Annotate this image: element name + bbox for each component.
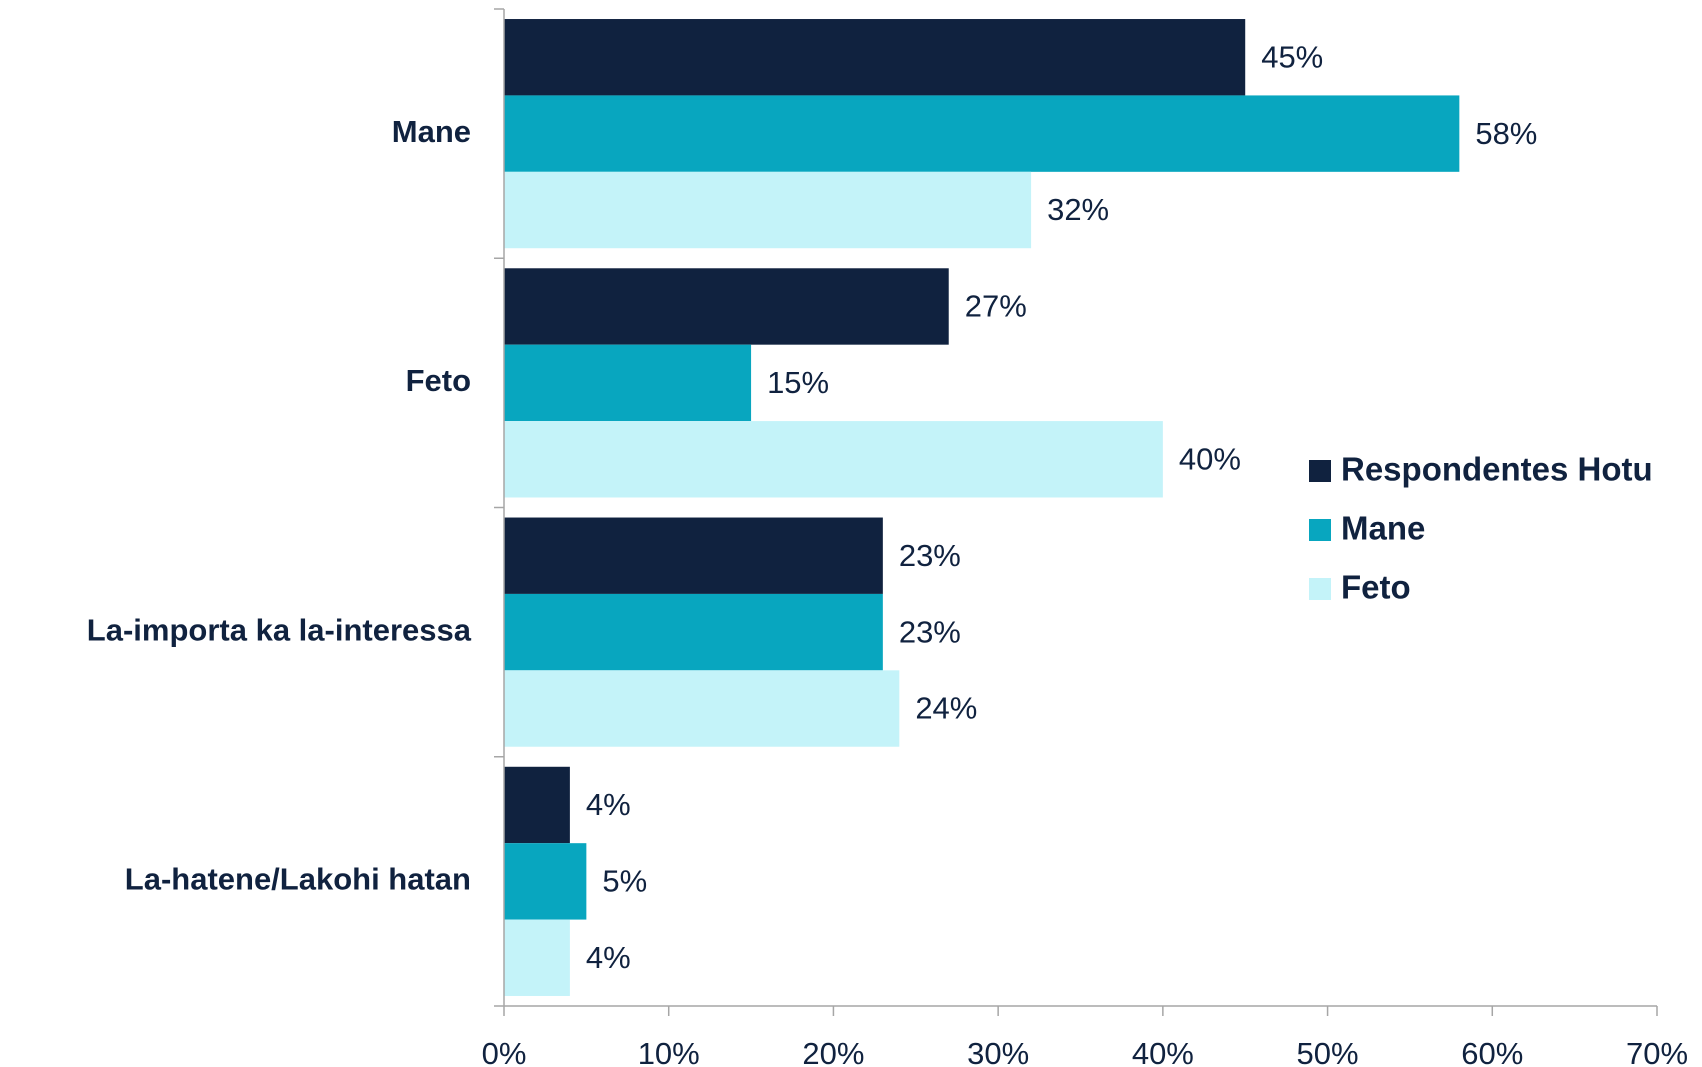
category-label: La-importa ka la-interessa [87,612,472,647]
x-tick-label: 20% [802,1036,864,1067]
category-label: Feto [406,363,471,398]
legend-swatch [1309,578,1331,600]
value-label: 4% [586,940,631,975]
x-tick-label: 30% [967,1036,1029,1067]
value-label: 58% [1475,116,1537,151]
bar [504,919,570,996]
value-label: 23% [899,614,961,649]
legend-label: Mane [1341,510,1425,547]
bar [504,517,883,594]
bar [504,843,587,920]
value-label: 5% [602,864,647,899]
bar [504,670,900,747]
bar [504,171,1032,249]
legend-swatch [1309,519,1331,541]
x-tick-label: 70% [1626,1036,1688,1067]
bar [504,95,1460,172]
category-label: La-hatene/Lakohi hatan [125,862,471,897]
value-label: 15% [767,365,829,400]
bar [504,268,949,345]
value-label: 45% [1261,39,1323,74]
x-tick-label: 10% [638,1036,700,1067]
legend-swatch [1309,460,1331,482]
x-tick-label: 0% [482,1036,527,1067]
value-label: 23% [899,538,961,573]
bar [504,593,883,671]
value-label: 32% [1047,192,1109,227]
value-label: 40% [1179,441,1241,476]
bar [504,344,752,422]
value-label: 27% [965,289,1027,324]
bar [504,19,1246,96]
x-tick-label: 40% [1132,1036,1194,1067]
x-tick-label: 50% [1297,1036,1359,1067]
value-label: 24% [915,691,977,726]
x-tick-label: 60% [1461,1036,1523,1067]
category-label: Mane [392,114,471,149]
value-label: 4% [586,787,631,822]
legend-label: Feto [1341,569,1411,606]
bar [504,766,570,844]
bar [504,421,1163,498]
legend-label: Respondentes Hotu [1341,451,1653,488]
